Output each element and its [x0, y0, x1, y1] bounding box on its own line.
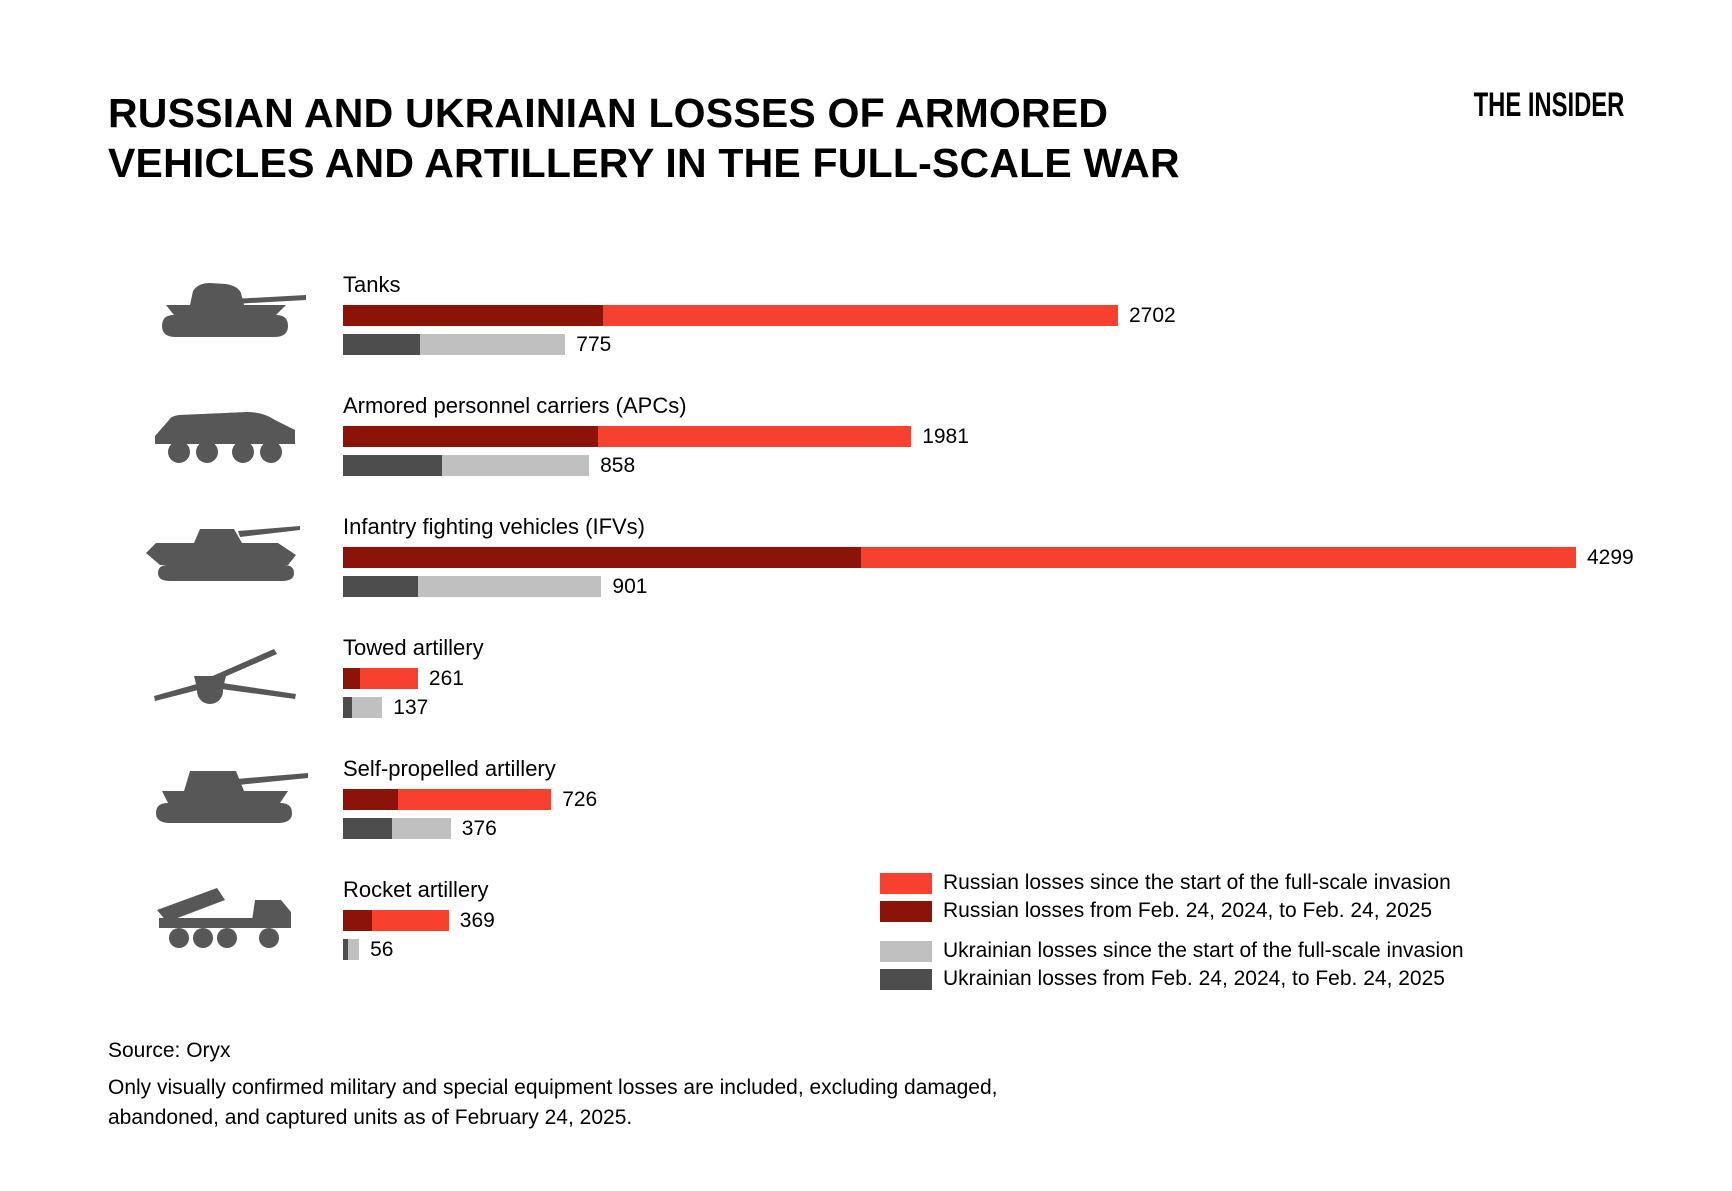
russian-total-value: 2702 — [1129, 303, 1176, 327]
category-row: Rocket artillery 369 56 — [108, 877, 1668, 961]
footnote: Source: Oryx Only visually confirmed mil… — [108, 1036, 997, 1132]
russian-losses-bar-line: 4299 — [343, 545, 1668, 569]
ifv-icon — [108, 525, 343, 587]
ukrainian-total-bar — [343, 334, 566, 355]
legend-item-label: Ukrainian losses since the start of the … — [943, 939, 1464, 962]
russian-total-bar — [343, 910, 449, 931]
ukrainian-total-value: 858 — [600, 453, 636, 477]
self-propelled-artillery-icon — [108, 767, 343, 829]
apc-icon — [108, 402, 343, 468]
category-label: Armored personnel carriers (APCs) — [343, 393, 687, 418]
russian-recent-segment — [343, 547, 861, 568]
category-row: Infantry fighting vehicles (IFVs) 4299 901 — [108, 514, 1668, 598]
rocket-artillery-icon — [108, 886, 343, 952]
legend-color-swatch — [880, 900, 932, 922]
legend-group: Russian losses since the start of the fu… — [880, 871, 1464, 922]
legend-item-label: Russian losses since the start of the fu… — [943, 871, 1451, 894]
category-row: Tanks 2702 775 — [108, 272, 1668, 356]
ukrainian-total-value: 775 — [576, 332, 612, 356]
ukrainian-recent-segment — [343, 939, 348, 960]
legend-item-label: Ukrainian losses from Feb. 24, 2024, to … — [943, 967, 1445, 990]
russian-total-bar — [343, 789, 552, 810]
ukrainian-losses-bar-line: 56 — [343, 937, 1668, 961]
russian-total-value: 726 — [562, 787, 598, 811]
chart-title-line-1: RUSSIAN AND UKRAINIAN LOSSES OF ARMORED — [108, 90, 1109, 136]
russian-recent-segment — [343, 305, 603, 326]
legend-item: Russian losses from Feb. 24, 2024, to Fe… — [880, 899, 1464, 922]
legend-color-swatch — [880, 872, 932, 894]
ukrainian-losses-bar-line: 901 — [343, 574, 1668, 598]
ukrainian-total-value: 376 — [461, 816, 497, 840]
category-label: Tanks — [343, 272, 401, 297]
legend-item: Ukrainian losses from Feb. 24, 2024, to … — [880, 967, 1464, 990]
chart-title: RUSSIAN AND UKRAINIAN LOSSES OF ARMORED … — [108, 88, 1180, 188]
russian-total-bar — [343, 668, 418, 689]
legend: Russian losses since the start of the fu… — [880, 871, 1464, 1008]
ukrainian-losses-bar-line: 858 — [343, 453, 1668, 477]
ukrainian-recent-segment — [343, 576, 418, 597]
russian-losses-bar-line: 2702 — [343, 303, 1668, 327]
ukrainian-losses-bar-line: 376 — [343, 816, 1668, 840]
tank-icon — [108, 281, 343, 347]
category-row: Self-propelled artillery 726 376 — [108, 756, 1668, 840]
ukrainian-total-value: 901 — [612, 574, 648, 598]
ukrainian-total-bar — [343, 818, 451, 839]
legend-color-swatch — [880, 968, 932, 990]
ukrainian-total-bar — [343, 697, 383, 718]
ukrainian-recent-segment — [343, 455, 442, 476]
legend-item-label: Russian losses from Feb. 24, 2024, to Fe… — [943, 899, 1433, 922]
legend-group: Ukrainian losses since the start of the … — [880, 939, 1464, 990]
russian-recent-segment — [343, 789, 399, 810]
chart-title-line-2: VEHICLES AND ARTILLERY IN THE FULL-SCALE… — [108, 140, 1180, 187]
category-label: Rocket artillery — [343, 877, 489, 902]
russian-total-value: 1981 — [922, 424, 969, 448]
ukrainian-recent-segment — [343, 697, 352, 718]
category-row: Towed artillery 261 137 — [108, 635, 1668, 719]
russian-total-bar — [343, 547, 1576, 568]
ukrainian-recent-segment — [343, 818, 392, 839]
ukrainian-total-value: 137 — [393, 695, 429, 719]
russian-losses-bar-line: 1981 — [343, 424, 1668, 448]
ukrainian-losses-bar-line: 137 — [343, 695, 1668, 719]
category-label: Towed artillery — [343, 635, 484, 660]
russian-total-bar — [343, 426, 912, 447]
russian-total-value: 261 — [428, 666, 464, 690]
category-label: Infantry fighting vehicles (IFVs) — [343, 514, 646, 539]
source-text: Source: Oryx — [108, 1039, 231, 1062]
russian-total-value: 4299 — [1587, 545, 1634, 569]
publisher-logo: THE INSIDER — [1409, 86, 1624, 125]
bar-chart: Tanks 2702 775 Armored personnel carriers (… — [108, 272, 1668, 998]
ukrainian-losses-bar-line: 775 — [343, 332, 1668, 356]
publisher-logo-text: THE INSIDER — [1473, 86, 1624, 124]
note-line-1: Only visually confirmed military and spe… — [108, 1076, 998, 1100]
ukrainian-total-bar — [343, 455, 590, 476]
ukrainian-total-bar — [343, 939, 360, 960]
russian-recent-segment — [343, 668, 360, 689]
russian-total-bar — [343, 305, 1118, 326]
towed-artillery-icon — [108, 646, 343, 708]
russian-losses-bar-line: 726 — [343, 787, 1668, 811]
note-line-2: abandoned, and captured units as of Febr… — [108, 1105, 633, 1129]
category-row: Armored personnel carriers (APCs) 1981 858 — [108, 393, 1668, 477]
russian-losses-bar-line: 369 — [343, 908, 1668, 932]
russian-total-value: 369 — [459, 908, 495, 932]
legend-color-swatch — [880, 940, 932, 962]
legend-item: Russian losses since the start of the fu… — [880, 871, 1464, 894]
russian-recent-segment — [343, 910, 372, 931]
ukrainian-recent-segment — [343, 334, 421, 355]
russian-losses-bar-line: 261 — [343, 666, 1668, 690]
category-label: Self-propelled artillery — [343, 756, 556, 781]
legend-item: Ukrainian losses since the start of the … — [880, 939, 1464, 962]
ukrainian-total-bar — [343, 576, 602, 597]
ukrainian-total-value: 56 — [370, 937, 394, 961]
russian-recent-segment — [343, 426, 599, 447]
